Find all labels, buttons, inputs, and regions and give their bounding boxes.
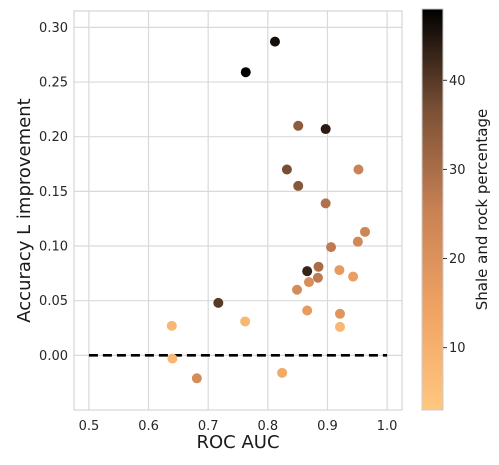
data-point (293, 180, 304, 191)
y-tick-label: 0.20 (39, 130, 68, 145)
data-point (302, 266, 313, 277)
y-tick-label: 0.15 (39, 185, 68, 200)
data-point (320, 198, 331, 209)
data-point (334, 265, 345, 276)
data-point (348, 271, 359, 282)
data-point (302, 305, 313, 316)
data-point (313, 261, 324, 272)
data-point (360, 226, 371, 237)
data-point (312, 272, 323, 283)
y-tick-label: 0.25 (39, 76, 68, 91)
data-point (167, 353, 178, 364)
colorbar-tick-label: 10 (449, 341, 466, 356)
data-point (334, 321, 345, 332)
data-point (303, 277, 314, 288)
data-point (292, 284, 303, 295)
x-tick-label: 1.0 (377, 419, 398, 434)
data-point (277, 367, 288, 378)
colorbar-tick-label: 40 (449, 74, 466, 89)
colorbar-label: Shale and rock percentage (473, 109, 491, 310)
data-point (352, 236, 363, 247)
data-point (240, 67, 251, 78)
y-axis-label: Accuracy L improvement (14, 98, 35, 322)
grid (74, 11, 402, 410)
y-axis-ticks: 0.00 0.05 0.10 0.15 0.20 0.25 0.30 (39, 21, 68, 364)
x-tick-label: 0.7 (198, 419, 219, 434)
y-tick-label: 0.30 (39, 21, 68, 36)
colorbar (421, 8, 444, 411)
colorbar-ticks: 10 20 30 40 (443, 74, 466, 356)
x-axis-label: ROC AUC (196, 432, 279, 453)
data-point (293, 120, 304, 131)
data-point (281, 164, 292, 175)
y-tick-label: 0.00 (39, 349, 68, 364)
x-tick-label: 0.8 (257, 419, 278, 434)
data-point (166, 320, 177, 331)
x-axis-ticks: 0.5 0.6 0.7 0.8 0.9 1.0 (79, 419, 398, 434)
data-point (353, 164, 364, 175)
plot-area-frame (73, 10, 403, 411)
y-tick-label: 0.10 (39, 240, 68, 255)
data-point (320, 124, 331, 135)
y-tick-label: 0.05 (39, 294, 68, 309)
data-point (240, 316, 251, 327)
data-point (213, 297, 224, 308)
colorbar-tick-label: 30 (449, 163, 466, 178)
x-tick-label: 0.6 (138, 419, 159, 434)
data-point (191, 373, 202, 384)
x-tick-label: 0.9 (317, 419, 338, 434)
data-point (326, 242, 337, 253)
data-point (334, 308, 345, 319)
data-points (166, 36, 371, 384)
colorbar-tick-label: 20 (449, 252, 466, 267)
data-point (269, 36, 280, 47)
x-tick-label: 0.5 (79, 419, 100, 434)
